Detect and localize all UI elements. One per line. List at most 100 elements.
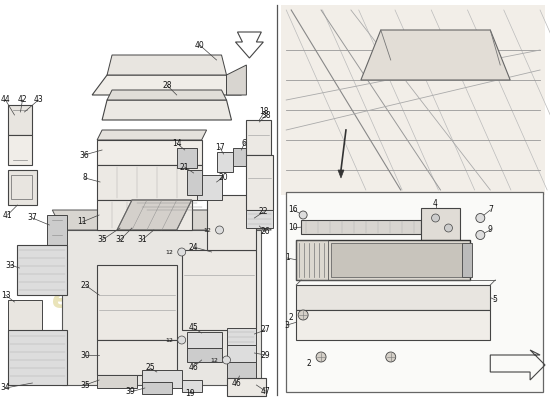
Text: 29: 29 [261, 350, 270, 360]
Polygon shape [97, 340, 177, 375]
Circle shape [216, 226, 223, 234]
Circle shape [299, 211, 307, 219]
Polygon shape [117, 200, 191, 230]
Circle shape [178, 248, 186, 256]
Polygon shape [8, 300, 42, 330]
Text: 42: 42 [18, 96, 28, 104]
Text: eurospares: eurospares [331, 290, 471, 310]
Text: 40: 40 [195, 40, 205, 50]
Polygon shape [18, 245, 67, 295]
Text: 1: 1 [285, 254, 290, 262]
Polygon shape [8, 330, 67, 385]
Polygon shape [97, 140, 202, 165]
Text: 5: 5 [493, 296, 498, 304]
Text: 2: 2 [289, 312, 294, 322]
Polygon shape [217, 152, 233, 172]
Text: 30: 30 [80, 350, 90, 360]
Polygon shape [182, 250, 256, 330]
Polygon shape [8, 170, 37, 205]
Polygon shape [97, 265, 177, 340]
Polygon shape [97, 130, 207, 140]
Text: 38: 38 [261, 110, 271, 120]
Polygon shape [186, 332, 222, 348]
Text: 4: 4 [433, 200, 438, 208]
Polygon shape [92, 75, 241, 95]
Polygon shape [227, 362, 256, 378]
Polygon shape [8, 105, 32, 135]
Text: 14: 14 [172, 138, 182, 148]
Circle shape [298, 310, 308, 320]
Text: 16: 16 [288, 206, 298, 214]
Text: 46: 46 [232, 378, 241, 388]
Text: 9: 9 [488, 226, 493, 234]
Polygon shape [227, 328, 256, 345]
Polygon shape [227, 65, 246, 95]
Text: 28: 28 [162, 80, 172, 90]
Text: 31: 31 [137, 236, 147, 244]
Polygon shape [97, 200, 191, 230]
Bar [10, 175, 32, 199]
Text: 20: 20 [219, 172, 228, 182]
Circle shape [386, 352, 395, 362]
Text: 13: 13 [1, 290, 10, 300]
Text: 39: 39 [125, 388, 135, 396]
Polygon shape [142, 370, 182, 388]
Text: 24: 24 [189, 242, 199, 252]
Text: 18: 18 [260, 108, 269, 116]
Polygon shape [107, 90, 227, 100]
Polygon shape [421, 208, 460, 240]
Text: 2: 2 [307, 358, 311, 368]
Text: 8: 8 [83, 174, 87, 182]
Text: 12: 12 [204, 228, 212, 232]
Text: 25: 25 [145, 364, 155, 372]
Text: eurospares: eurospares [52, 286, 228, 314]
Polygon shape [62, 230, 261, 385]
Bar [182, 380, 202, 392]
Text: 46: 46 [189, 362, 199, 372]
Bar [331, 243, 465, 277]
Polygon shape [102, 100, 232, 120]
Text: 35: 35 [80, 380, 90, 390]
Text: 7: 7 [488, 206, 493, 214]
Text: 33: 33 [6, 260, 15, 270]
Text: 19: 19 [185, 390, 195, 398]
Polygon shape [301, 220, 421, 234]
Text: 17: 17 [214, 142, 224, 152]
Polygon shape [207, 195, 256, 250]
Text: 27: 27 [261, 326, 270, 334]
Polygon shape [338, 170, 344, 178]
Text: 47: 47 [261, 386, 270, 396]
Text: 41: 41 [3, 210, 12, 220]
Text: 36: 36 [79, 150, 89, 160]
Text: 23: 23 [80, 280, 90, 290]
Bar [281, 5, 545, 195]
Polygon shape [177, 148, 197, 168]
Text: 22: 22 [258, 208, 268, 216]
Polygon shape [296, 285, 490, 310]
Text: 21: 21 [180, 162, 189, 172]
Polygon shape [246, 120, 271, 155]
Text: 37: 37 [28, 214, 37, 222]
Polygon shape [296, 240, 470, 280]
Circle shape [223, 356, 230, 364]
Polygon shape [107, 55, 227, 75]
Text: 45: 45 [189, 324, 199, 332]
Polygon shape [246, 155, 273, 210]
Text: 44: 44 [1, 96, 10, 104]
Text: 43: 43 [34, 96, 43, 104]
Text: 6: 6 [242, 138, 247, 148]
Polygon shape [186, 348, 222, 362]
Text: 12: 12 [166, 338, 174, 342]
Circle shape [444, 224, 453, 232]
Text: 12: 12 [211, 358, 218, 362]
Polygon shape [8, 135, 32, 165]
Polygon shape [97, 375, 137, 388]
Circle shape [476, 230, 485, 240]
Text: 12: 12 [166, 250, 174, 254]
Bar [142, 382, 172, 394]
Circle shape [178, 336, 186, 344]
Circle shape [476, 214, 485, 222]
Polygon shape [47, 215, 67, 245]
Circle shape [316, 352, 326, 362]
Polygon shape [197, 175, 222, 200]
